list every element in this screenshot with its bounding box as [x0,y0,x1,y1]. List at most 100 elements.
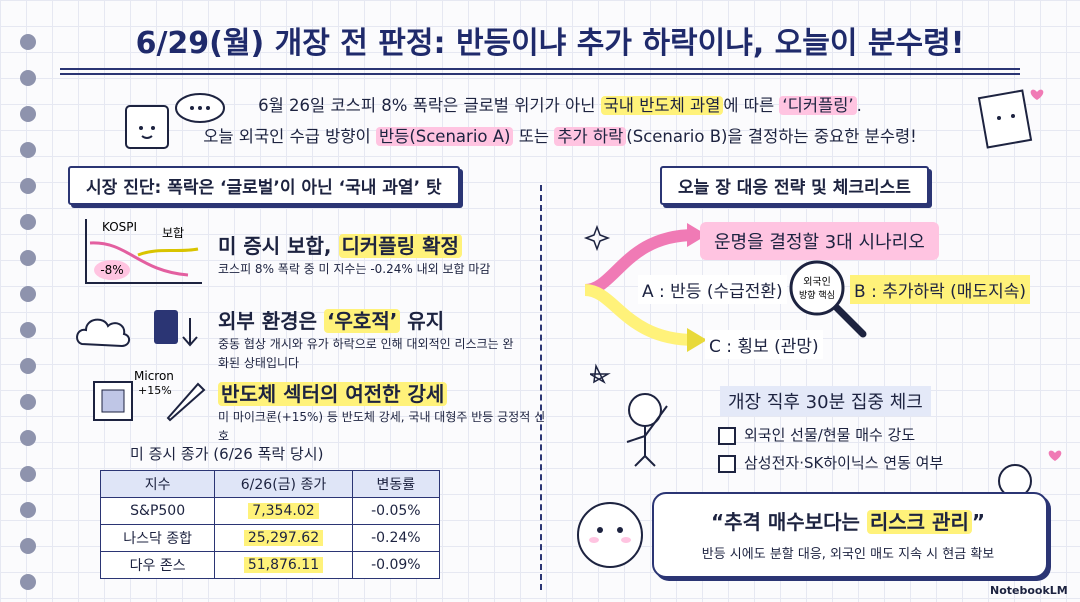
table-header-row: 지수 6/26(금) 종가 변동률 [99,470,441,498]
hole [20,502,36,518]
table-cell: S&P500 [99,497,216,525]
table-row: 다우 존스 51,876.11 -0.09% [99,551,441,579]
text-segment: 반도체 섹터의 여전한 강세 [218,382,448,406]
lens-label: 외국인 [803,276,831,288]
table-row: S&P500 7,354.02 -0.05% [99,497,441,525]
table-cell: 나스닥 종합 [99,524,216,552]
table-title: 미 증시 종가 (6/26 폭락 당시) [130,445,324,463]
hole [20,142,36,158]
table-header: 6/26(금) 종가 [214,470,353,498]
item-desc: 코스피 8% 폭락 중 미 지수는 -0.24% 내외 보합 마감 [218,262,491,276]
scenario-b: B : 추가하락 (매도지속) [850,275,1030,304]
icon-label: Micron [134,369,174,383]
check-text: 삼성전자·SK하이닉스 연동 여부 [744,454,944,472]
text-segment: ‘우호적’ [323,309,401,333]
table-cell: 다우 존스 [99,551,216,579]
title: 6/29(월) 개장 전 판정: 반등이냐 추가 하락이냐, 오늘이 분수령! [135,26,965,61]
scenario-c: C : 횡보 (관망) [705,330,823,359]
hole [20,394,36,410]
cell-text: -0.05% [371,503,421,519]
icon-label: KOSPI [102,220,137,234]
text-segment: 국내 반도체 과열 [600,96,724,115]
cell-text: -0.24% [371,530,421,546]
quote: “추격 매수보다는 리스크 관리” [652,506,1044,535]
hole [20,358,36,374]
checkbox [718,454,736,473]
hole [20,574,36,590]
hole [20,70,36,86]
check-item: 외국인 선물/현물 매수 강도 [718,424,915,445]
item-title: 외부 환경은 ‘우호적’ 유지 [218,305,444,334]
item-desc: 미 마이크론(+15%) 등 반도체 강세, 국내 대형주 반등 긍정적 신호 [218,410,546,443]
table-cell: -0.09% [351,551,441,579]
cell-text: S&P500 [130,503,186,519]
table-cell: -0.05% [351,497,441,525]
intro-line: 6월 26일 코스피 8% 폭락은 글로벌 위기가 아닌 국내 반도체 과열 에 … [100,92,1020,116]
text-segment: 추가 하락 [554,127,627,146]
paper-character [977,89,1044,149]
mascot [577,502,643,568]
text-segment: “추격 매수보다는 [711,510,867,534]
character [590,363,668,467]
text-segment: 미 증시 보합, [218,234,339,258]
text-segment: 외부 환경은 [218,309,324,333]
title-rule [60,73,1020,75]
hole [20,538,36,554]
text-segment: ” [971,510,985,534]
checkbox [718,426,736,445]
text-segment: 반등(Scenario A) [375,127,514,146]
cell-text: 7,354.02 [248,503,319,519]
item-title: 반도체 섹터의 여전한 강세 [218,378,448,407]
hole [20,286,36,302]
text-segment: 오늘 외국인 수급 방향이 [203,127,376,146]
hole [20,178,36,194]
table-cell: 51,876.11 [214,551,353,579]
cell-text: -0.09% [371,557,421,573]
text-segment: 리스크 관리 [866,510,972,534]
hole [20,34,36,50]
item-desc: 중동 협상 개시와 유가 하락으로 인해 대외적인 리스크는 완화된 상태입니다 [218,337,514,370]
hole [20,214,36,230]
section-heading: 시장 진단: 폭락은 ‘글로벌’이 아닌 ‘국내 과열’ 탓 [68,166,460,205]
table-header: 지수 [99,470,216,498]
text-segment: 6월 26일 코스피 8% 폭락은 글로벌 위기가 아닌 [258,96,601,115]
table-header: 변동률 [351,470,441,498]
text-segment: ‘디커플링’ [779,96,857,115]
quote-box [652,492,1048,578]
hole [20,322,36,338]
divider [540,185,542,590]
title-rule [60,68,1020,70]
icon-label: 보합 [162,226,184,240]
notepad-icon [125,93,225,149]
hole [20,430,36,446]
text-segment: 또는 [513,127,555,146]
index-table: 지수 6/26(금) 종가 변동률 S&P500 7,354.02 -0.05% 나스닥 종… [99,470,441,579]
item-title: 미 증시 보합, 디커플링 확정 [218,230,462,259]
environment-icon [76,310,198,348]
hole [20,466,36,482]
check-text: 외국인 선물/현물 매수 강도 [744,426,916,444]
lens-label: 방향 핵심 [799,289,835,301]
cell-text: 다우 존스 [129,558,186,574]
cell-text: 51,876.11 [243,557,324,573]
semiconductor-icon: Micron +15% [93,369,206,422]
table-cell: 7,354.02 [214,497,353,525]
text-segment: (Scenario B)을 결정하는 중요한 분수령! [626,127,917,146]
text-segment: 디커플링 확정 [338,234,462,258]
intro-line: 오늘 외국인 수급 방향이 반등(Scenario A) 또는 추가 하락 (Sc… [100,123,1020,147]
table-cell: 25,297.62 [214,524,353,552]
check-title: 개장 직후 30분 집중 체크 [720,386,931,416]
icon-label: -8% [100,263,123,277]
kospi-icon: -8% KOSPI 보합 [85,219,202,284]
text-segment: 유지 [400,309,445,333]
text-segment: 에 따른 [723,96,780,115]
scenario-a: A : 반등 (수급전환) [638,275,787,304]
table-cell: -0.24% [351,524,441,552]
text-segment: . [856,96,862,115]
cell-text: 나스닥 종합 [123,531,193,547]
quote-sub: 반등 시에도 분할 대응, 외국인 매도 지속 시 현금 확보 [701,547,995,562]
table-row: 나스닥 종합 25,297.62 -0.24% [99,524,441,552]
magnifier: 외국인 방향 핵심 [789,260,867,338]
hole [20,250,36,266]
